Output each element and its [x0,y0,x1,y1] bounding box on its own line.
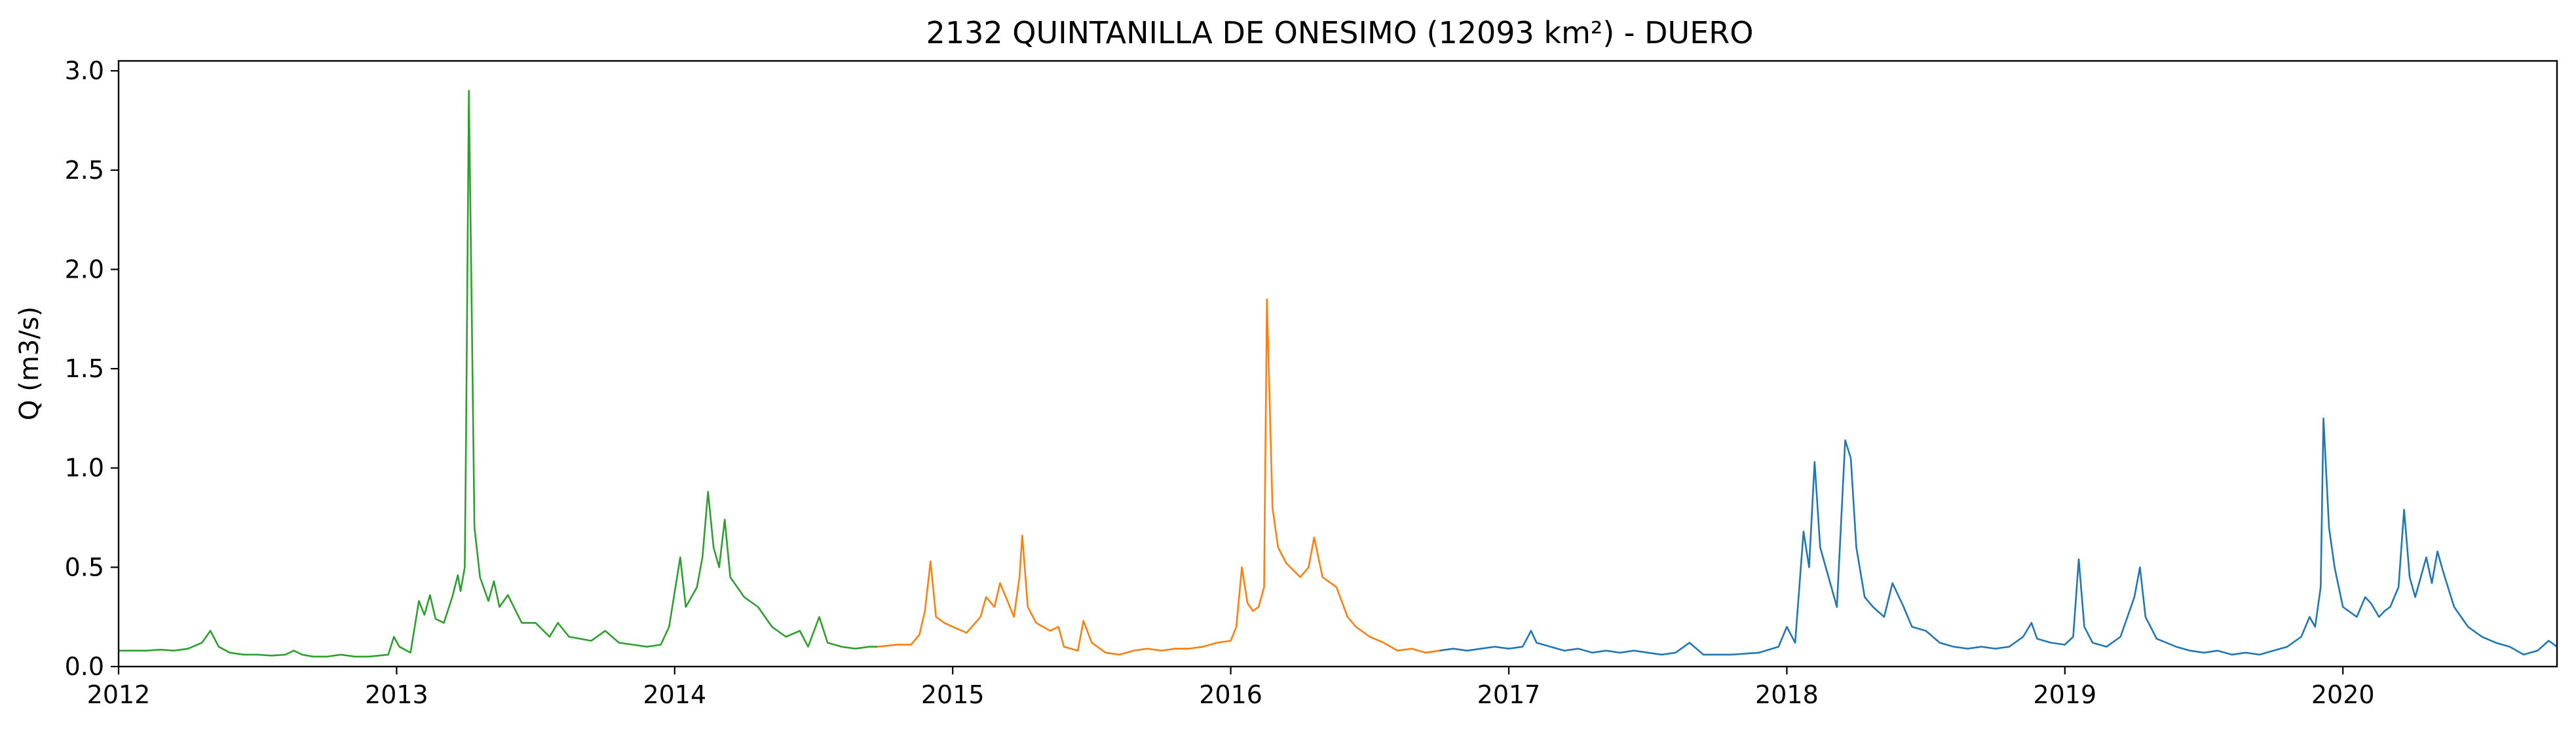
x-tick-label: 2019 [2033,680,2096,709]
y-tick-label: 3.0 [65,56,104,85]
y-tick-label: 2.0 [65,255,104,284]
y-axis: 0.0 0.5 1.0 1.5 2.0 2.5 3.0 [65,56,119,681]
x-tick-label: 2016 [1199,680,1262,709]
y-tick-label: 1.0 [65,454,104,483]
chart-title: 2132 QUINTANILLA DE ONESIMO (12093 km²) … [926,15,1754,50]
series-line-1 [119,90,878,658]
y-axis-label: Q (m3/s) [14,306,45,420]
series-line-3 [1439,417,2558,656]
y-tick-label: 0.5 [65,553,104,581]
x-tick-label: 2012 [87,680,151,709]
series-line-2 [877,298,1440,656]
x-tick-label: 2018 [1755,680,1819,709]
x-axis: 2012 2013 2014 2015 2016 2017 2018 2019 2020 [87,667,2375,709]
y-tick-label: 0.0 [65,652,104,681]
x-tick-label: 2017 [1477,680,1541,709]
plot-frame [117,60,2558,668]
x-tick-label: 2013 [365,680,428,709]
x-tick-label: 2015 [921,680,985,709]
y-tick-label: 1.5 [65,354,104,383]
x-tick-label: 2014 [643,680,706,709]
x-tick-label: 2020 [2311,680,2375,709]
y-tick-label: 2.5 [65,156,104,185]
series-layer [119,90,2558,658]
